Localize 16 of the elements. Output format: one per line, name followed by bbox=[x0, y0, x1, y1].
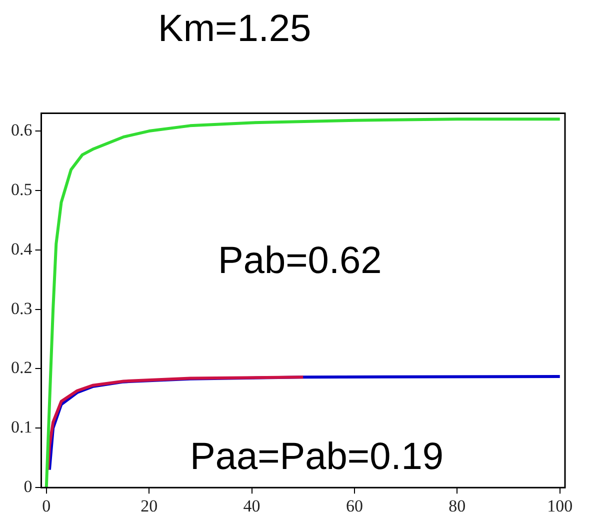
y-tick-label: 0 bbox=[24, 477, 32, 496]
y-tick-label: 0.5 bbox=[11, 180, 32, 199]
x-tick-label: 40 bbox=[243, 496, 260, 516]
y-tick-label: 0.3 bbox=[11, 298, 32, 318]
y-tick-label: 0.1 bbox=[11, 418, 32, 437]
x-tick-label: 60 bbox=[346, 496, 363, 516]
x-tick-label: 20 bbox=[140, 496, 158, 516]
y-tick-label: 0.2 bbox=[11, 358, 32, 378]
y-tick-label: 0.6 bbox=[11, 120, 32, 140]
x-tick-label: 80 bbox=[448, 496, 466, 516]
annotation: Paa=Pab=0.19 bbox=[190, 436, 444, 479]
x-tick-label: 100 bbox=[547, 496, 573, 516]
chart-title: Km=1.25 bbox=[158, 8, 312, 51]
x-tick-label: 0 bbox=[42, 496, 51, 516]
annotation: Pab=0.62 bbox=[218, 240, 382, 283]
y-tick-label: 0.4 bbox=[11, 239, 33, 258]
